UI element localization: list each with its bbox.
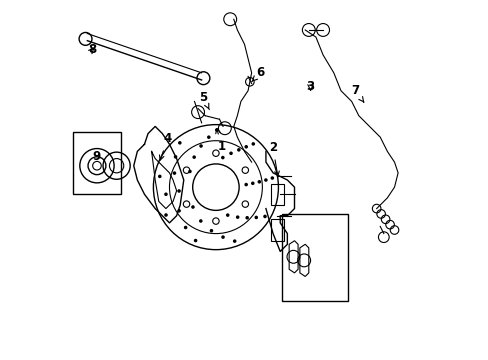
Bar	[271, 219, 283, 241]
Bar	[271, 184, 283, 205]
Circle shape	[225, 213, 229, 217]
Circle shape	[206, 135, 210, 139]
Text: 9: 9	[92, 150, 100, 163]
Circle shape	[177, 209, 181, 213]
Circle shape	[235, 215, 239, 219]
Circle shape	[221, 156, 224, 159]
Circle shape	[164, 213, 167, 217]
Circle shape	[232, 239, 236, 243]
Circle shape	[221, 235, 224, 239]
Circle shape	[191, 205, 194, 209]
Text: 3: 3	[306, 80, 314, 93]
Circle shape	[158, 175, 161, 178]
Circle shape	[215, 128, 218, 132]
Text: 4: 4	[159, 132, 171, 160]
Circle shape	[251, 142, 255, 146]
Text: 2: 2	[268, 141, 279, 176]
Circle shape	[192, 156, 196, 159]
Circle shape	[244, 183, 247, 186]
Circle shape	[244, 145, 247, 149]
Text: 8: 8	[88, 43, 97, 56]
Circle shape	[209, 229, 213, 233]
Circle shape	[199, 144, 203, 148]
Circle shape	[199, 219, 202, 223]
Circle shape	[229, 152, 232, 155]
Circle shape	[188, 170, 191, 173]
Circle shape	[193, 239, 197, 242]
Text: 7: 7	[350, 84, 363, 102]
Circle shape	[254, 216, 258, 219]
Circle shape	[173, 155, 177, 159]
Circle shape	[257, 180, 261, 184]
Circle shape	[177, 189, 181, 193]
Text: 6: 6	[251, 66, 264, 82]
Circle shape	[172, 171, 176, 175]
Polygon shape	[299, 244, 308, 276]
Circle shape	[270, 176, 274, 180]
Text: 5: 5	[199, 91, 209, 109]
Circle shape	[250, 181, 254, 185]
Circle shape	[264, 178, 267, 182]
Circle shape	[183, 226, 187, 229]
Circle shape	[237, 148, 240, 152]
Text: 1: 1	[215, 129, 225, 153]
Circle shape	[245, 216, 248, 220]
Circle shape	[263, 215, 266, 218]
Bar	[282, 214, 347, 301]
Circle shape	[178, 141, 181, 145]
Circle shape	[164, 193, 167, 196]
Polygon shape	[288, 241, 298, 273]
Bar	[73, 132, 121, 194]
